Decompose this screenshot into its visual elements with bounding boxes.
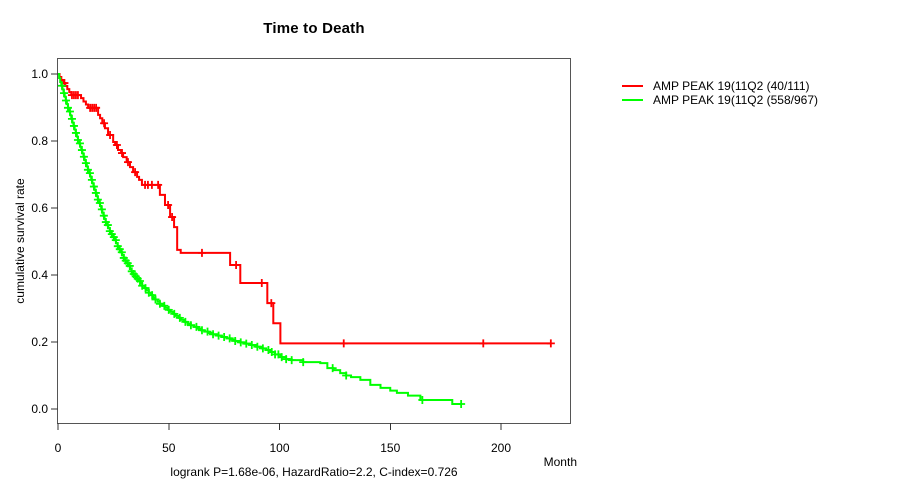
censor-mark bbox=[253, 342, 262, 351]
censor-mark bbox=[118, 149, 127, 158]
censor-mark bbox=[232, 260, 241, 269]
survival-curve-red bbox=[58, 73, 551, 345]
stats-annotation: logrank P=1.68e-06, HazardRatio=2.2, C-i… bbox=[170, 465, 458, 479]
censor-mark bbox=[164, 305, 173, 314]
censor-mark bbox=[92, 103, 101, 112]
censor-mark bbox=[257, 279, 266, 288]
censor-mark bbox=[69, 121, 78, 130]
censor-mark bbox=[479, 339, 488, 348]
y-tick-label: 0.0 bbox=[31, 402, 48, 416]
censor-mark bbox=[277, 353, 286, 362]
censor-mark bbox=[546, 339, 555, 348]
censor-mark bbox=[214, 331, 223, 340]
censor-mark bbox=[299, 358, 308, 367]
censor-mark bbox=[197, 326, 206, 335]
legend: AMP PEAK 19(11Q2 (40/111) AMP PEAK 19(11… bbox=[622, 79, 818, 107]
censor-mark bbox=[197, 248, 206, 257]
censor-mark bbox=[287, 356, 296, 365]
censor-mark bbox=[81, 159, 90, 168]
censor-mark bbox=[186, 321, 195, 330]
x-tick-label: 150 bbox=[380, 441, 400, 455]
censor-mark bbox=[231, 336, 240, 345]
x-axis-title: Month bbox=[543, 455, 577, 469]
censor-mark bbox=[95, 198, 104, 207]
censor-mark bbox=[339, 339, 348, 348]
x-tick-label: 200 bbox=[491, 441, 511, 455]
censor-mark bbox=[97, 205, 106, 214]
y-tick-label: 0.6 bbox=[31, 201, 48, 215]
censor-mark bbox=[117, 248, 126, 257]
plot-frame bbox=[57, 58, 571, 424]
censor-mark bbox=[61, 96, 70, 105]
censor-mark bbox=[131, 168, 140, 177]
x-tick-label: 100 bbox=[269, 441, 289, 455]
legend-item-red: AMP PEAK 19(11Q2 (40/111) bbox=[622, 79, 818, 93]
censor-mark bbox=[225, 334, 234, 343]
y-tick-label: 0.4 bbox=[31, 268, 48, 282]
green-line-swatch bbox=[622, 99, 643, 101]
censor-mark bbox=[141, 284, 150, 293]
censor-mark bbox=[85, 169, 94, 178]
censor-mark bbox=[258, 344, 267, 353]
censor-mark bbox=[89, 182, 98, 191]
censor-mark bbox=[73, 91, 82, 100]
censor-mark bbox=[151, 295, 160, 304]
censor-mark bbox=[91, 188, 100, 197]
censor-mark bbox=[99, 211, 108, 220]
chart-title: Time to Death bbox=[263, 20, 365, 37]
censor-mark bbox=[87, 175, 96, 184]
x-tick-label: 50 bbox=[162, 441, 176, 455]
red-line-swatch bbox=[622, 85, 643, 87]
censor-mark bbox=[220, 332, 229, 341]
censor-mark bbox=[65, 107, 74, 116]
censor-mark bbox=[267, 299, 276, 308]
censor-mark bbox=[59, 89, 68, 98]
censor-mark bbox=[236, 338, 245, 347]
censor-mark bbox=[168, 213, 177, 222]
censor-mark bbox=[209, 330, 218, 339]
censor-mark bbox=[79, 152, 88, 161]
censor-mark bbox=[154, 180, 163, 189]
censor-mark bbox=[342, 371, 351, 380]
censor-mark bbox=[164, 200, 173, 209]
censor-mark bbox=[282, 355, 291, 364]
censor-mark bbox=[203, 327, 212, 336]
censor-mark bbox=[75, 139, 84, 148]
censor-mark bbox=[111, 236, 120, 245]
censor-mark bbox=[125, 261, 134, 270]
censor-mark bbox=[135, 277, 144, 286]
censor-mark bbox=[160, 301, 169, 310]
censor-mark bbox=[328, 364, 337, 373]
x-tick-label: 0 bbox=[55, 441, 62, 455]
survival-curve-green bbox=[58, 73, 462, 405]
censor-mark bbox=[247, 341, 256, 350]
legend-label-green: AMP PEAK 19(11Q2 (558/967) bbox=[653, 93, 818, 107]
censor-mark bbox=[77, 146, 86, 155]
censor-mark bbox=[123, 158, 132, 167]
y-tick-label: 0.2 bbox=[31, 335, 48, 349]
legend-label-red: AMP PEAK 19(11Q2 (40/111) bbox=[653, 79, 810, 93]
censor-mark bbox=[57, 81, 66, 90]
censor-mark bbox=[242, 339, 251, 348]
censor-mark bbox=[67, 114, 76, 123]
censor-mark bbox=[148, 291, 157, 300]
censor-mark bbox=[418, 395, 427, 404]
censor-mark bbox=[112, 141, 121, 150]
y-tick-label: 0.8 bbox=[31, 134, 48, 148]
censor-mark bbox=[181, 317, 190, 326]
censor-mark bbox=[103, 221, 112, 230]
censor-mark bbox=[175, 313, 184, 322]
censor-mark bbox=[106, 130, 115, 139]
censor-mark bbox=[100, 119, 109, 128]
y-tick-label: 1.0 bbox=[31, 67, 48, 81]
censor-mark bbox=[71, 128, 80, 137]
legend-item-green: AMP PEAK 19(11Q2 (558/967) bbox=[622, 93, 818, 107]
censor-mark bbox=[192, 322, 201, 331]
censor-mark bbox=[155, 299, 164, 308]
censor-mark bbox=[170, 309, 179, 318]
censor-mark bbox=[457, 399, 466, 408]
